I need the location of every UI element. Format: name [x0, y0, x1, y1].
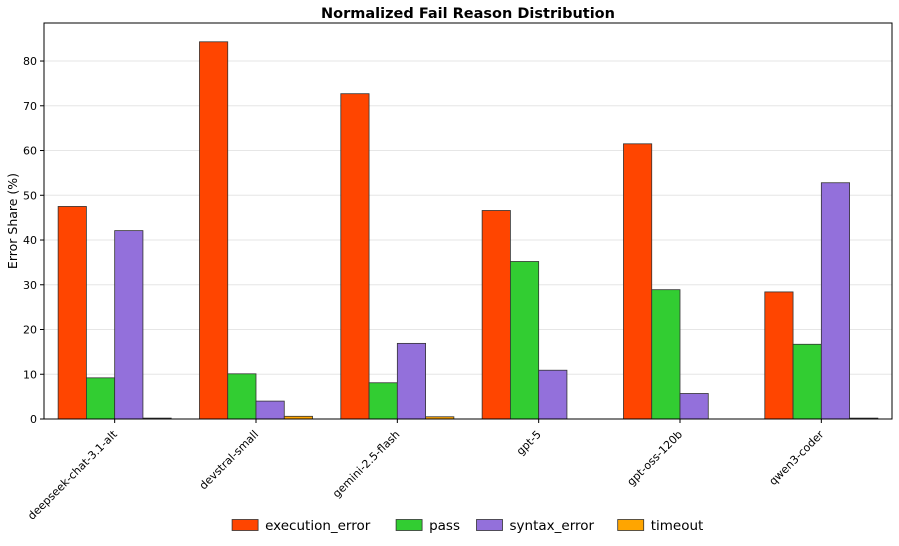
x-tick-label: gemini-2.5-flash [330, 428, 402, 500]
bar-pass-deepseek-chat-3-1-alt [86, 377, 116, 420]
x-tick-label: gpt-oss-120b [625, 428, 686, 489]
y-tick-label: 60 [23, 145, 37, 158]
y-tick-label: 10 [23, 368, 37, 381]
bar-execution-error-gpt-oss-120b [623, 143, 653, 420]
bar-syntax-error-gpt-5 [538, 369, 568, 420]
bar-syntax-error-gpt-oss-120b [679, 393, 709, 420]
bar-execution-error-gemini-2-5-flash [340, 93, 370, 420]
x-axis: deepseek-chat-3.1-alt devstral-small gemin… [25, 419, 827, 522]
bar-pass-gpt-5 [509, 261, 540, 420]
legend-label-execution-error: execution_error [265, 518, 371, 534]
y-tick-label: 0 [30, 413, 37, 426]
bar-execution-error-gpt-5 [481, 210, 511, 420]
y-axis-label: Error Share (%) [5, 173, 20, 269]
bar-pass-devstral-small [227, 373, 257, 420]
legend-label-pass: pass [429, 518, 460, 534]
bar-execution-error-devstral-small [199, 41, 229, 420]
bar-execution-error-deepseek-chat-3-1-alt [57, 206, 87, 420]
y-tick-label: 30 [23, 279, 37, 292]
plot-frame [43, 22, 893, 420]
legend-label-timeout: timeout [651, 518, 704, 534]
y-tick-label: 20 [23, 324, 37, 337]
bar-syntax-error-devstral-small [255, 400, 285, 420]
x-tick-label: devstral-small [197, 428, 261, 492]
bar-pass-gemini-2-5-flash [368, 382, 398, 420]
legend-swatch-timeout [617, 519, 645, 531]
legend-swatch-execution-error [231, 519, 259, 531]
legend-label-syntax-error: syntax_error [510, 518, 595, 534]
bar-execution-error-qwen3-coder [764, 291, 794, 420]
y-tick-label: 70 [23, 100, 37, 113]
bar-syntax-error-qwen3-coder [820, 182, 850, 420]
gridlines [44, 60, 892, 420]
y-tick-label: 40 [23, 234, 37, 247]
bar-pass-qwen3-coder [792, 343, 822, 420]
bar-syntax-error-gemini-2-5-flash [396, 342, 427, 420]
chart-title: Normalized Fail Reason Distribution [321, 6, 615, 22]
x-tick-label: gpt-5 [514, 428, 544, 458]
bar-syntax-error-deepseek-chat-3-1-alt [114, 230, 144, 420]
y-tick-label: 80 [23, 55, 37, 68]
legend-swatch-syntax-error [476, 519, 503, 531]
y-axis: 0 10 20 30 40 50 60 70 80 [23, 55, 44, 426]
x-tick-label: deepseek-chat-3.1-alt [25, 427, 120, 522]
bars [57, 41, 879, 420]
y-tick-label: 50 [23, 189, 37, 202]
bar-pass-gpt-oss-120b [651, 289, 681, 420]
legend: execution_error pass syntax_error timeout [231, 518, 704, 534]
x-tick-label: qwen3-coder [767, 428, 827, 488]
legend-swatch-pass [395, 519, 423, 531]
